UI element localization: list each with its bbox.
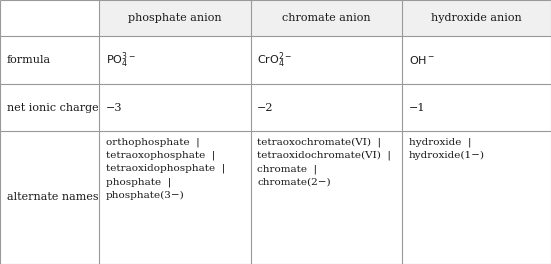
Text: −2: −2: [257, 103, 274, 112]
Bar: [99, 0, 251, 36]
Text: chromate anion: chromate anion: [282, 13, 371, 23]
Text: net ionic charge: net ionic charge: [7, 103, 98, 112]
Bar: [402, 0, 551, 36]
Text: hydroxide  |
hydroxide(1−): hydroxide | hydroxide(1−): [409, 137, 485, 160]
Text: −3: −3: [106, 103, 122, 112]
Text: formula: formula: [7, 55, 51, 65]
Text: alternate names: alternate names: [7, 192, 98, 202]
Text: orthophosphate  |
tetraoxophosphate  |
tetraoxidophosphate  |
phosphate  |
phosp: orthophosphate | tetraoxophosphate | tet…: [106, 137, 225, 200]
Text: PO$_4^{3-}$: PO$_4^{3-}$: [106, 50, 136, 70]
Text: hydroxide anion: hydroxide anion: [431, 13, 522, 23]
Text: −1: −1: [409, 103, 425, 112]
Text: CrO$_4^{2-}$: CrO$_4^{2-}$: [257, 50, 293, 70]
Text: OH$^-$: OH$^-$: [409, 54, 435, 66]
Text: tetraoxochromate(VI)  |
tetraoxidochromate(VI)  |
chromate  |
chromate(2−): tetraoxochromate(VI) | tetraoxidochromat…: [257, 137, 391, 187]
Text: phosphate anion: phosphate anion: [128, 13, 222, 23]
Bar: [251, 0, 402, 36]
